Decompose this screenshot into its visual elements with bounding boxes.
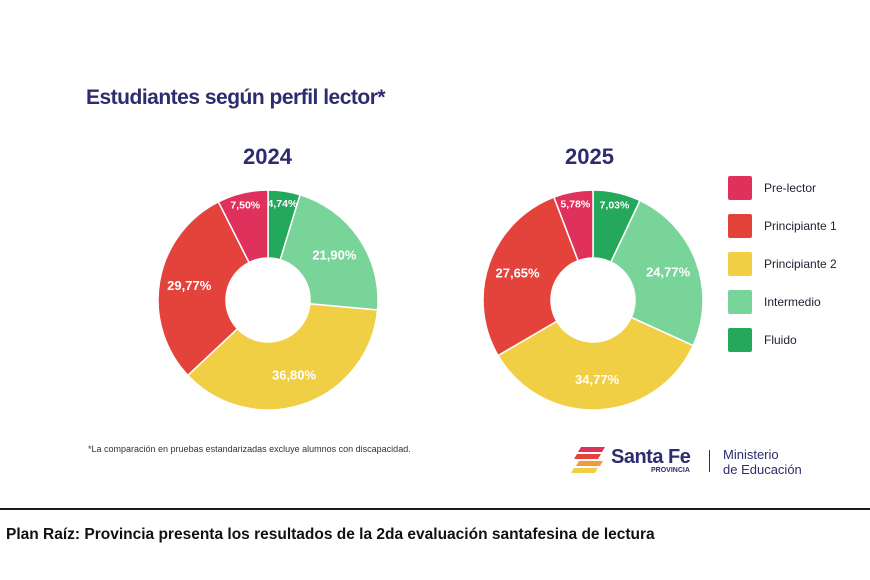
legend-swatch xyxy=(728,328,752,352)
donut-slice-intermedio xyxy=(279,193,378,311)
data-label: 21,90% xyxy=(312,247,357,262)
data-label: 34,77% xyxy=(575,372,620,387)
legend-label: Principiante 1 xyxy=(764,219,837,233)
data-label: 7,03% xyxy=(600,199,630,211)
year-label-2024: 2024 xyxy=(243,144,292,169)
donut-slice-pre-lector xyxy=(552,190,594,262)
donut-slice-principiante-1 xyxy=(483,196,580,357)
data-label: 24,77% xyxy=(646,264,691,279)
logo-divider xyxy=(709,450,710,472)
logo-subtitle: PROVINCIA xyxy=(651,467,690,474)
data-label: 27,65% xyxy=(496,265,541,280)
donut-slice-pre-lector xyxy=(217,190,269,264)
footnote: *La comparación en pruebas estandarizada… xyxy=(88,444,411,454)
legend-label: Fluido xyxy=(764,333,797,347)
ministry-line-1: Ministerio xyxy=(723,447,779,462)
infographic: Estudiantes según perfil lector* 2024 20… xyxy=(86,86,837,477)
donut-chart-2024: 4,74% 21,90% 36,80% 29,77% 7,50% xyxy=(158,190,378,410)
legend-swatch xyxy=(728,252,752,276)
legend-swatch xyxy=(728,290,752,314)
legend-label: Intermedio xyxy=(764,295,821,309)
data-label: 36,80% xyxy=(272,368,317,383)
donut-slice-principiante-1 xyxy=(158,200,251,377)
data-label: 7,50% xyxy=(230,200,260,212)
data-label: 5,78% xyxy=(560,199,590,211)
caption-divider xyxy=(0,508,870,510)
article-caption: Plan Raíz: Provincia presenta los result… xyxy=(6,526,655,543)
year-label-2025: 2025 xyxy=(565,144,614,169)
ministry-name: Ministerio de Educación xyxy=(723,447,802,477)
logo-name: Santa Fe xyxy=(611,446,691,468)
chart-title: Estudiantes según perfil lector* xyxy=(86,86,386,109)
donut-slice-principiante-2 xyxy=(186,303,378,410)
data-label: 29,77% xyxy=(167,278,212,293)
legend-swatch xyxy=(728,176,752,200)
donut-chart-2025: 7,03% 24,77% 34,77% 27,65% 5,78% xyxy=(483,190,703,410)
legend-label: Pre-lector xyxy=(764,181,817,195)
donut-slice-intermedio xyxy=(609,199,703,347)
santa-fe-logo-icon xyxy=(571,447,605,473)
donut-slice-principiante-2 xyxy=(497,316,695,410)
data-label: 4,74% xyxy=(268,198,298,210)
legend-label: Principiante 2 xyxy=(764,257,837,271)
ministry-line-2: de Educación xyxy=(723,462,802,477)
legend-swatch xyxy=(728,214,752,238)
